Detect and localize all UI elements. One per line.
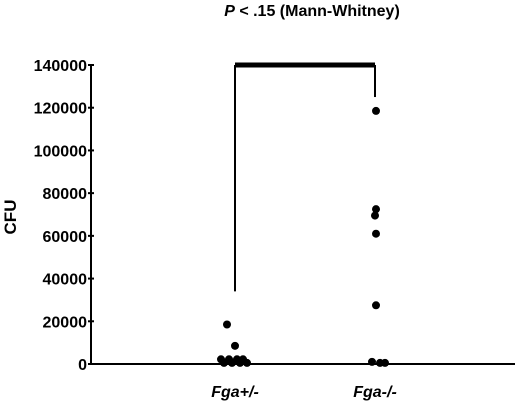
data-point [228,358,236,367]
data-point [372,229,380,238]
data-points [217,106,389,367]
data-point [372,106,380,115]
chart-title: P < .15 (Mann-Whitney) [224,3,400,20]
x-axis: Fga+/- Fga-/- [91,363,515,401]
data-point [381,358,389,367]
data-point [220,358,228,367]
data-point [223,320,231,329]
y-tick-label: 60000 [43,229,88,246]
y-tick-label: 40000 [43,272,88,289]
data-point [236,358,244,367]
y-axis-label: CFU [1,200,20,235]
y-tick-label: 20000 [43,314,88,331]
data-point [368,357,376,366]
data-point [371,211,379,220]
y-tick-label: 120000 [34,101,87,118]
data-point [372,301,380,310]
chart-title-p-symbol: P [224,3,235,20]
y-tick-label: 80000 [43,186,88,203]
data-point [231,341,239,350]
chart-title-text: < .15 (Mann-Whitney) [235,3,400,20]
y-axis: 0 20000 40000 60000 80000 100000 120000 140000 [34,58,94,374]
x-category-label: Fga+/- [211,384,259,401]
y-tick-label: 140000 [34,58,87,75]
significance-bracket [234,62,376,292]
y-tick-label: 0 [78,357,87,374]
data-point [243,358,251,367]
x-category-label: Fga-/- [353,384,397,401]
data-point [372,205,380,214]
y-tick-label: 100000 [34,143,87,160]
